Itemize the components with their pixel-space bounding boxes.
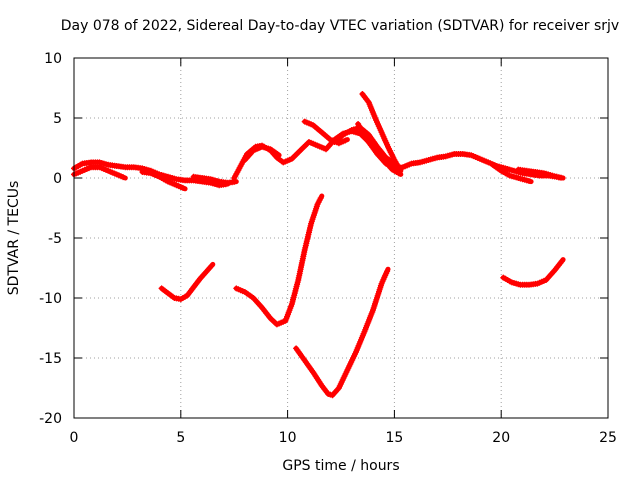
- axis-ticks: 0 5 10 15 20 25 -20 -15 -10 -5 0 5 10: [39, 51, 617, 446]
- series-trace-7: [301, 118, 350, 147]
- y-tick-label: -20: [39, 411, 62, 427]
- y-axis-label: SDTVAR / TECUs: [6, 181, 22, 296]
- series-markers: [515, 166, 562, 181]
- x-axis-label: GPS time / hours: [282, 458, 399, 474]
- series-markers: [293, 268, 391, 399]
- chart-title: Day 078 of 2022, Sidereal Day-to-day VTE…: [61, 18, 619, 34]
- y-tick-label: -5: [48, 231, 62, 247]
- series-trace-14: [233, 193, 325, 328]
- series-trace-11: [489, 161, 534, 185]
- x-tick-label: 0: [70, 430, 79, 446]
- x-tick-label: 20: [492, 430, 510, 446]
- series-trace-15: [293, 266, 391, 399]
- y-tick-label: 10: [44, 51, 62, 67]
- series-markers: [241, 143, 281, 163]
- series-trace-6: [241, 143, 282, 163]
- series-markers: [359, 91, 403, 172]
- series-line: [233, 193, 325, 327]
- series-trace-13: [158, 261, 216, 303]
- x-tick-label: 15: [385, 430, 403, 446]
- series-trace-9: [359, 91, 404, 174]
- y-tick-label: -15: [39, 351, 62, 367]
- series-markers: [190, 173, 238, 186]
- x-tick-label: 5: [176, 430, 185, 446]
- series-markers: [355, 121, 402, 177]
- y-tick-label: 5: [53, 111, 62, 127]
- series-markers: [158, 263, 215, 303]
- series-markers: [139, 169, 186, 191]
- series-trace-12: [515, 166, 564, 181]
- grid: [74, 58, 608, 418]
- series-markers: [489, 161, 532, 184]
- data-series: [71, 91, 566, 399]
- series-trace-10: [355, 121, 404, 177]
- series-trace-3: [139, 169, 188, 192]
- x-tick-label: 25: [599, 430, 617, 446]
- y-tick-label: -10: [39, 291, 62, 307]
- series-trace-16: [500, 257, 566, 288]
- series-trace-4: [190, 173, 239, 186]
- series-markers: [233, 195, 324, 328]
- y-tick-label: 0: [53, 171, 62, 187]
- x-tick-label: 10: [279, 430, 297, 446]
- series-markers: [500, 258, 565, 288]
